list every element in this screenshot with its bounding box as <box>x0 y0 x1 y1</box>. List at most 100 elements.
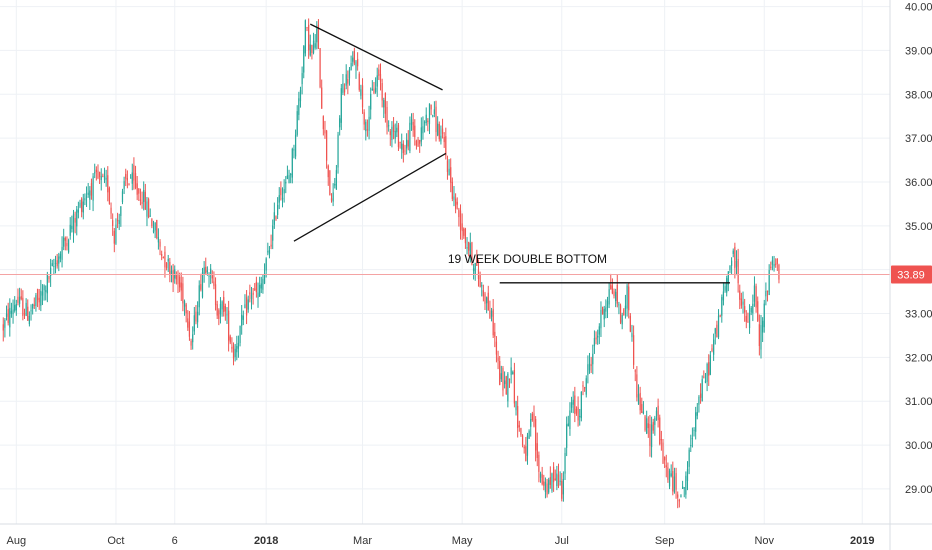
candle-body <box>130 177 132 179</box>
candle-body <box>270 244 272 247</box>
candle-body <box>564 452 566 474</box>
candle-body <box>601 306 604 315</box>
candle-body <box>247 299 249 310</box>
candle-body <box>12 309 14 315</box>
candle-body <box>2 324 4 331</box>
candle-body <box>585 378 587 395</box>
candle-body <box>56 260 58 267</box>
candle-body <box>89 190 91 200</box>
candle-body <box>182 283 184 304</box>
x-tick-label: Nov <box>754 535 774 547</box>
candle-body <box>552 466 555 483</box>
y-tick-label: 40.00 <box>905 2 932 14</box>
candle-body <box>250 294 253 299</box>
candle-body <box>27 306 29 321</box>
candle-body <box>752 303 754 314</box>
candle-body <box>538 454 540 472</box>
candle-body <box>223 297 225 312</box>
candle-body <box>747 321 749 323</box>
candle-body <box>758 324 760 347</box>
candle-body <box>406 139 408 149</box>
candle-body <box>352 57 354 62</box>
candle-body <box>312 40 315 53</box>
candle-body <box>696 411 698 416</box>
candle-body <box>745 315 747 322</box>
candle-body <box>304 20 306 54</box>
candle-body <box>10 310 13 314</box>
candle-body <box>371 88 373 91</box>
candle-body <box>147 199 150 218</box>
candle-body <box>165 262 168 268</box>
candle-body <box>423 122 426 124</box>
candle-body <box>58 256 60 264</box>
candle-body <box>210 268 212 275</box>
candle-body <box>66 243 68 247</box>
candle-body <box>205 266 207 274</box>
candle-body <box>453 196 455 200</box>
candle-body <box>664 456 666 461</box>
candle-body <box>77 209 79 213</box>
candle-body <box>548 479 550 493</box>
candle-body <box>675 473 677 490</box>
candle-body <box>303 46 305 73</box>
candle-body <box>172 270 174 283</box>
candle-body <box>417 139 419 147</box>
candle-body <box>719 315 721 317</box>
candle-body <box>649 424 651 446</box>
candle-body <box>636 374 638 398</box>
candle-body <box>384 93 387 114</box>
candle-body <box>497 357 499 361</box>
candle-body <box>647 423 649 429</box>
candle-body <box>693 429 695 432</box>
candle-body <box>97 170 99 179</box>
y-tick-label: 32.00 <box>905 352 932 364</box>
y-tick-label: 39.00 <box>905 45 932 57</box>
candle-body <box>107 175 109 193</box>
candle-body <box>46 274 48 294</box>
candle-body <box>92 176 94 201</box>
candle-body <box>535 419 537 451</box>
candle-body <box>459 210 462 230</box>
candle-body <box>87 192 89 195</box>
candle-body <box>348 69 351 79</box>
candle-body <box>48 275 50 280</box>
candle-body <box>79 202 81 207</box>
candle-body <box>4 319 6 328</box>
candle-body <box>22 297 24 316</box>
candle-body <box>175 274 177 280</box>
candle-body <box>730 260 733 266</box>
candle-body <box>691 438 694 440</box>
candle-body <box>272 225 274 241</box>
candle-body <box>572 399 574 405</box>
candle-body <box>523 446 525 449</box>
candle-body <box>487 292 489 311</box>
candle-body <box>99 171 101 177</box>
candle-body <box>631 333 633 338</box>
candle-body <box>28 315 31 325</box>
last-price-tag <box>891 265 932 284</box>
candle-body <box>141 201 143 204</box>
candle-body <box>71 225 73 230</box>
candle-body <box>688 449 690 467</box>
y-tick-label: 36.00 <box>905 177 932 189</box>
candle-body <box>750 307 752 313</box>
candle-body <box>706 364 708 382</box>
candle-body <box>610 284 612 290</box>
candle-body <box>218 310 220 319</box>
candle-body <box>5 313 8 317</box>
candle-body <box>228 310 230 341</box>
candle-body <box>146 201 148 217</box>
candle-body <box>374 87 377 93</box>
candle-body <box>577 407 579 421</box>
candle-body <box>481 285 483 287</box>
candle-body <box>54 263 57 265</box>
candle-body <box>456 201 458 205</box>
candle-body <box>611 285 613 294</box>
candle-body <box>162 257 164 259</box>
candle-body <box>425 114 427 123</box>
triangle-upper-line <box>309 23 443 91</box>
candle-body <box>236 346 238 353</box>
candle-body <box>466 246 468 249</box>
annotations: 19 WEEK DOUBLE BOTTOM <box>0 252 890 275</box>
candle-body <box>170 270 173 276</box>
